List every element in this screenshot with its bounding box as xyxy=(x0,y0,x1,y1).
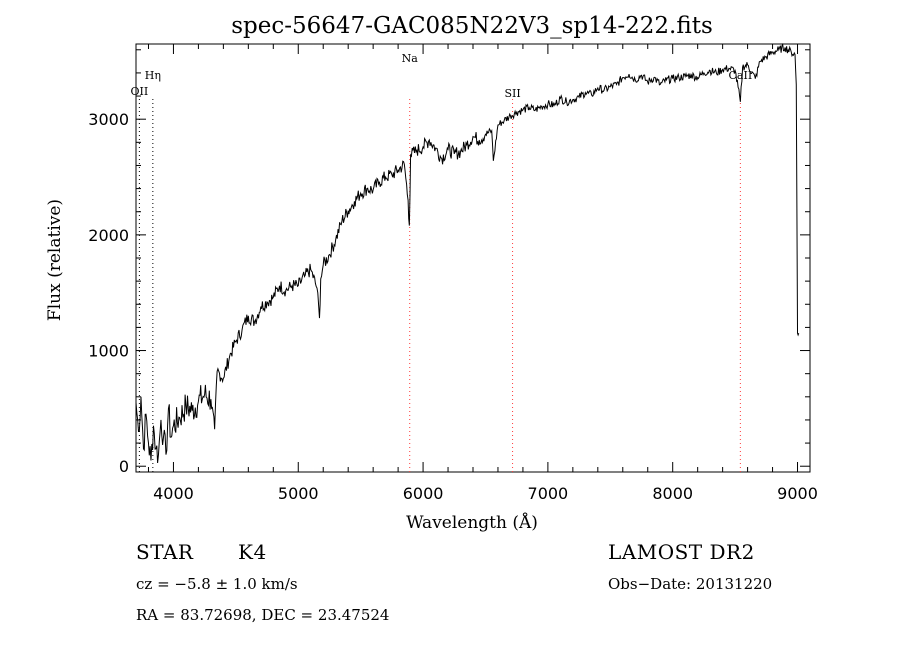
plot-area: 4000 5000 6000 7000 8000 9000 0 1000 2000 3000OII… xyxy=(88,42,818,503)
spectral-line-label: CaII xyxy=(729,69,753,82)
spectral-line-label: Na xyxy=(402,52,419,65)
object-subclass: K4 xyxy=(238,540,267,564)
spectral-line-label: Hη xyxy=(145,69,161,82)
sky-coordinates: RA = 83.72698, DEC = 23.47524 xyxy=(136,606,390,624)
x-axis-label: Wavelength (Å) xyxy=(406,512,538,533)
object-class: STAR xyxy=(136,540,194,564)
survey-name: LAMOST DR2 xyxy=(608,540,755,564)
spectral-line-label: OII xyxy=(131,85,149,98)
x-tick-label: 8000 xyxy=(652,484,693,503)
y-tick-label: 0 xyxy=(119,457,129,476)
plot-frame xyxy=(135,43,811,473)
x-tick-label: 4000 xyxy=(153,484,194,503)
y-tick-label: 3000 xyxy=(88,110,129,129)
redshift-velocity: cz = −5.8 ± 1.0 km/s xyxy=(136,575,298,593)
y-tick-label: 1000 xyxy=(88,342,129,361)
x-tick-label: 9000 xyxy=(777,484,818,503)
chart-title: spec-56647-GAC085N22V3_sp14-222.fits xyxy=(231,13,713,39)
y-axis-label: Flux (relative) xyxy=(45,199,65,321)
x-tick-label: 6000 xyxy=(403,484,444,503)
spectral-line-label: SII xyxy=(504,87,520,100)
spectrum-series-line xyxy=(135,42,800,464)
observation-date: Obs−Date: 20131220 xyxy=(608,575,773,593)
x-tick-label: 5000 xyxy=(278,484,319,503)
y-tick-label: 2000 xyxy=(88,226,129,245)
x-tick-label: 7000 xyxy=(528,484,569,503)
